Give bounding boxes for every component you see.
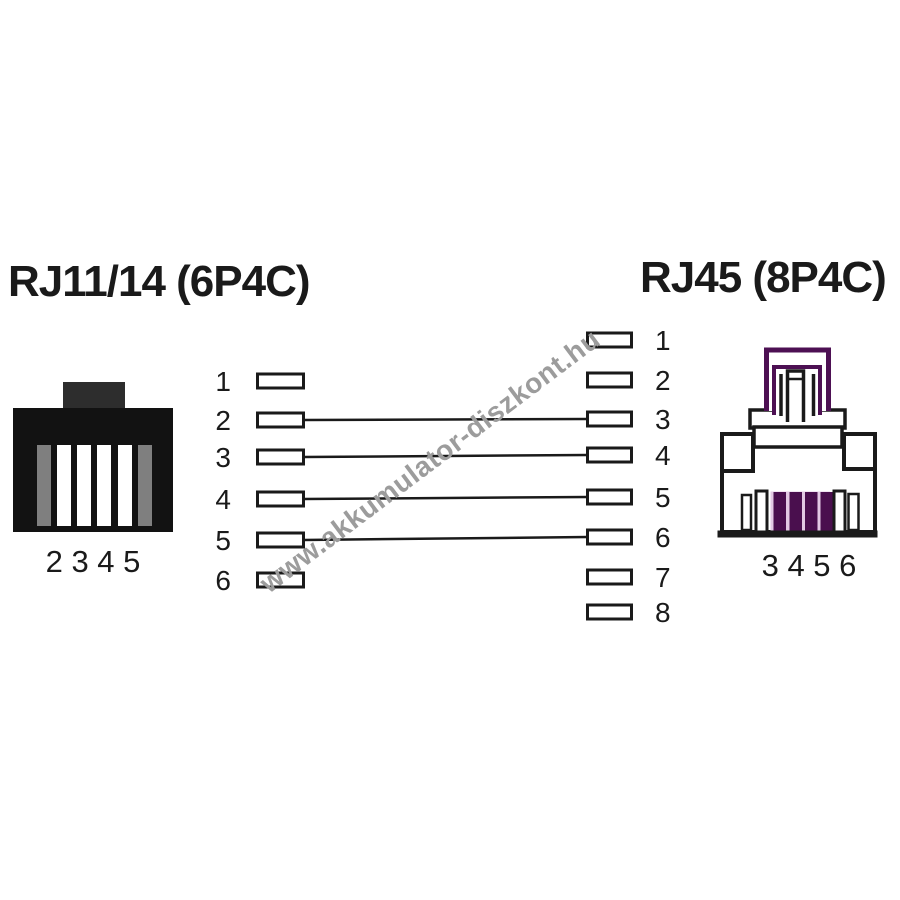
right-pin-box-7 bbox=[586, 568, 633, 586]
rj45-pin-slot-7 bbox=[832, 489, 847, 534]
wire-4-to-5 bbox=[303, 495, 588, 501]
wire-5-to-6 bbox=[303, 535, 588, 542]
right-pin-box-5 bbox=[586, 488, 633, 506]
rj45-pin-slot-1 bbox=[740, 493, 753, 532]
right-pin-number-8: 8 bbox=[655, 597, 671, 628]
rj45-ear-right bbox=[842, 432, 877, 471]
left-pin-number-4: 4 bbox=[215, 484, 231, 515]
right-pin-number-3: 3 bbox=[655, 404, 671, 435]
rj11-pin-slot-2 bbox=[57, 445, 71, 526]
rj11-pin-slot-4 bbox=[97, 445, 111, 526]
right-pin-box-4 bbox=[586, 446, 633, 464]
left-pin-number-3: 3 bbox=[215, 442, 231, 473]
rj45-collar-lower bbox=[752, 425, 844, 449]
rj45-pins-label: 3 4 5 6 bbox=[762, 548, 857, 583]
left-connector-title: RJ11/14 (6P4C) bbox=[8, 257, 311, 306]
rj11-pins-label: 2 3 4 5 bbox=[45, 544, 141, 579]
rj45-pin-slot-8 bbox=[847, 492, 860, 532]
left-pin-number-6: 6 bbox=[215, 565, 231, 596]
rj11-pin-slot-3 bbox=[77, 445, 91, 526]
right-connector-title: RJ45 (8P4C) bbox=[640, 253, 887, 302]
right-pin-number-1: 1 bbox=[655, 325, 671, 356]
rj45-base-bar bbox=[717, 530, 878, 538]
left-pin-box-6 bbox=[256, 571, 305, 589]
right-pin-number-5: 5 bbox=[655, 482, 671, 513]
left-pin-number-1: 1 bbox=[215, 366, 231, 397]
right-pin-box-8 bbox=[586, 603, 633, 621]
rj11-pin-slot-6 bbox=[138, 445, 152, 526]
left-pin-box-4 bbox=[256, 490, 305, 508]
rj45-active-pin-6 bbox=[820, 492, 833, 531]
left-pin-box-2 bbox=[256, 411, 305, 429]
left-pin-box-1 bbox=[256, 372, 305, 390]
right-pin-number-6: 6 bbox=[655, 522, 671, 553]
left-pin-box-5 bbox=[256, 531, 305, 549]
right-pin-box-6 bbox=[586, 528, 633, 546]
rj45-ear-left bbox=[720, 432, 755, 473]
rj45-connector-graphic: 3 4 5 6 bbox=[717, 347, 878, 583]
left-pin-number-5: 5 bbox=[215, 525, 231, 556]
right-pin-box-3 bbox=[586, 410, 633, 428]
rj11-body bbox=[13, 408, 173, 532]
rj45-active-pin-5 bbox=[805, 492, 818, 531]
right-pin-number-7: 7 bbox=[655, 562, 671, 593]
rj45-pin-slot-2 bbox=[754, 489, 769, 534]
rj11-pin-slot-1 bbox=[37, 445, 51, 526]
rj45-active-pin-3 bbox=[773, 492, 786, 531]
right-pin-number-2: 2 bbox=[655, 365, 671, 396]
right-pin-box-2 bbox=[586, 371, 633, 389]
pin-mapping-layer: 1 2 3 4 5 6 1 2 3 4 5 6 7 8 bbox=[215, 325, 670, 628]
rj45-active-pin-4 bbox=[789, 492, 802, 531]
rj45-latch-stem bbox=[785, 369, 806, 422]
wire-3-to-4 bbox=[303, 453, 588, 459]
right-pin-number-4: 4 bbox=[655, 440, 671, 471]
right-pin-box-1 bbox=[586, 331, 633, 349]
rj11-pin-slot-5 bbox=[118, 445, 132, 526]
left-pin-box-3 bbox=[256, 448, 305, 466]
left-pin-number-2: 2 bbox=[215, 405, 231, 436]
rj11-latch-tab bbox=[63, 382, 125, 410]
wire-2-to-3 bbox=[303, 417, 588, 422]
